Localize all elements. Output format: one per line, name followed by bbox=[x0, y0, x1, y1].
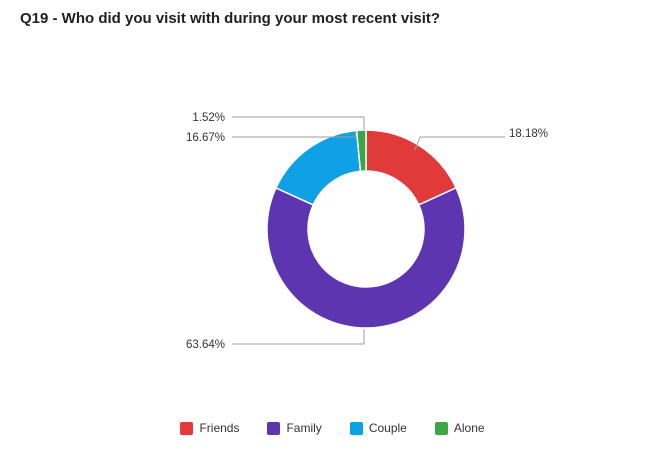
leader-line-friends bbox=[414, 136, 505, 151]
legend-item-alone[interactable]: Alone bbox=[434, 421, 485, 435]
legend-label: Friends bbox=[199, 421, 240, 435]
page-title: Q19 - Who did you visit with during your… bbox=[20, 10, 441, 27]
legend: Friends Family Couple Alone bbox=[0, 421, 665, 435]
legend-swatch bbox=[180, 421, 194, 435]
legend-item-family[interactable]: Family bbox=[267, 421, 322, 435]
leader-line-family bbox=[232, 329, 365, 345]
legend-item-friends[interactable]: Friends bbox=[180, 421, 239, 435]
data-labels: 18.18% 63.64% 16.67% 1.52% bbox=[186, 112, 548, 351]
donut-slices bbox=[266, 129, 466, 329]
legend-item-couple[interactable]: Couple bbox=[349, 421, 407, 435]
legend-swatch bbox=[434, 421, 448, 435]
legend-label: Family bbox=[286, 421, 322, 435]
leader-lines bbox=[232, 116, 505, 345]
slice-couple bbox=[274, 129, 362, 206]
donut-chart: 18.18% 63.64% 16.67% 1.52% bbox=[186, 112, 548, 351]
data-label-alone: 1.52% bbox=[192, 112, 225, 124]
legend-label: Alone bbox=[453, 421, 485, 435]
legend-swatch bbox=[267, 421, 281, 435]
slice-family bbox=[266, 186, 466, 329]
legend-label: Couple bbox=[368, 421, 407, 435]
legend-swatch bbox=[349, 421, 363, 435]
leader-line-couple bbox=[232, 133, 356, 138]
data-label-couple: 16.67% bbox=[186, 132, 225, 144]
data-label-friends: 18.18% bbox=[509, 128, 548, 140]
leader-line-alone bbox=[232, 116, 365, 130]
data-label-family: 63.64% bbox=[186, 339, 225, 351]
slice-alone bbox=[355, 129, 367, 173]
